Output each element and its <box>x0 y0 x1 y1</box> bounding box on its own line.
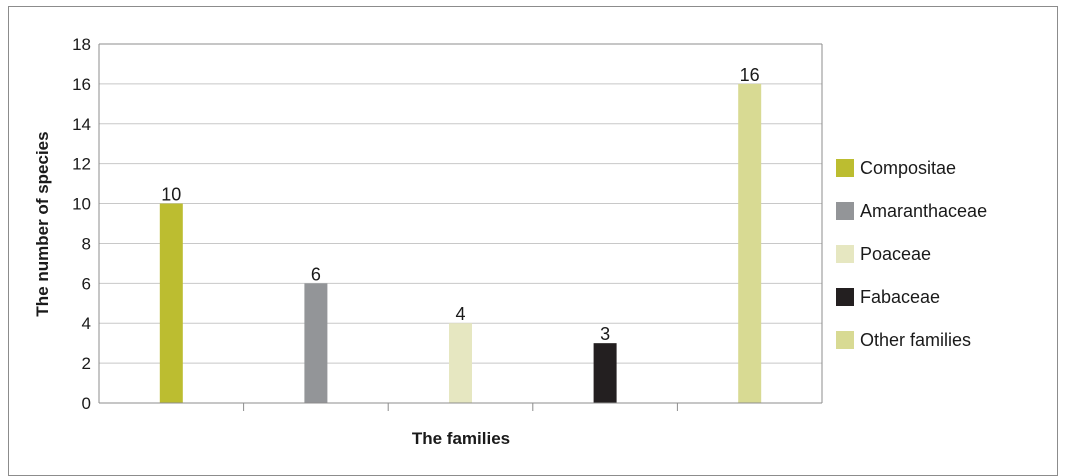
legend: Compositae Amaranthaceae Poaceae Fabaceae Ot… <box>836 158 987 350</box>
data-label: 4 <box>455 304 465 324</box>
data-label: 6 <box>311 264 321 284</box>
bar-other-families <box>738 83 762 403</box>
axes <box>98 43 823 404</box>
x-tick-marks <box>243 403 678 411</box>
data-label: 16 <box>740 65 760 85</box>
legend-swatch <box>836 245 854 263</box>
y-tick-label: 18 <box>72 35 91 54</box>
y-tick-label: 10 <box>72 195 91 214</box>
x-axis-title: The families <box>412 429 510 448</box>
data-label: 10 <box>161 185 181 205</box>
y-tick-label: 6 <box>82 274 91 293</box>
legend-swatch <box>836 159 854 177</box>
legend-label: Poaceae <box>860 244 931 264</box>
data-labels: 10 6 4 3 16 <box>161 65 759 344</box>
bars <box>159 83 762 403</box>
bar-poaceae <box>449 323 472 403</box>
y-tick-label: 14 <box>72 115 91 134</box>
bar-fabaceae <box>593 343 617 403</box>
legend-swatch <box>836 331 854 349</box>
y-tick-label: 16 <box>72 75 91 94</box>
y-tick-label: 8 <box>82 234 91 253</box>
legend-swatch <box>836 288 854 306</box>
bar-amaranthaceae <box>304 283 328 403</box>
legend-label: Compositae <box>860 158 956 178</box>
legend-label: Fabaceae <box>860 287 940 307</box>
bar-compositae <box>159 203 183 403</box>
bar-chart: 0 2 4 6 8 10 12 14 16 18 10 6 4 3 16 The number of sp… <box>33 35 987 448</box>
legend-label: Amaranthaceae <box>860 201 987 221</box>
data-label: 3 <box>600 324 610 344</box>
y-tick-labels: 0 2 4 6 8 10 12 14 16 18 <box>72 35 91 413</box>
y-tick-label: 12 <box>72 155 91 174</box>
y-tick-label: 2 <box>82 354 91 373</box>
gridlines <box>99 83 822 364</box>
y-axis-title: The number of species <box>33 131 52 316</box>
y-tick-label: 4 <box>82 314 91 333</box>
legend-label: Other families <box>860 330 971 350</box>
y-tick-label: 0 <box>82 394 91 413</box>
legend-swatch <box>836 202 854 220</box>
